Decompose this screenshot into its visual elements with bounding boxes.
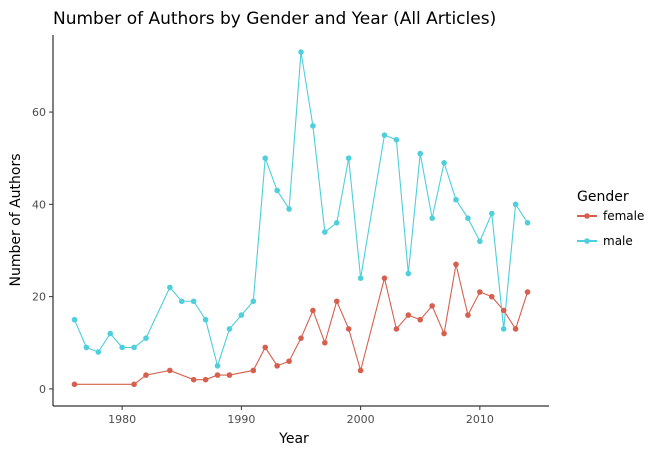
data-point-male (83, 344, 90, 351)
data-point-female (345, 326, 352, 332)
data-point-female (333, 298, 340, 305)
data-point-female (322, 339, 328, 346)
data-point-female (274, 363, 280, 369)
data-point-male (357, 275, 364, 281)
data-point-male (178, 298, 185, 305)
data-point-female (131, 381, 137, 388)
y-tick-label: 20 (32, 291, 46, 304)
data-point-female (524, 289, 531, 295)
data-point-male (286, 206, 292, 212)
data-point-male (524, 220, 531, 226)
data-point-female (250, 367, 257, 374)
y-axis-title: Number of Authors (8, 153, 24, 286)
legend-label: female (603, 209, 644, 223)
legend-items: female male (577, 209, 644, 248)
legend-item-male: male (577, 234, 633, 248)
data-point-female (226, 372, 233, 378)
data-point-male (500, 326, 507, 332)
data-point-male (95, 349, 102, 355)
data-point-male (119, 344, 125, 351)
data-point-male (477, 238, 483, 245)
data-point-male (333, 220, 340, 226)
x-axis-title: Year (278, 431, 309, 447)
data-point-male (71, 316, 78, 323)
x-tick-label: 2000 (347, 413, 375, 426)
series-layer (71, 49, 531, 388)
data-point-female (405, 312, 412, 318)
data-point-male (131, 344, 137, 351)
data-point-male (393, 136, 400, 143)
data-point-female (477, 289, 483, 295)
data-point-male (226, 326, 233, 332)
y-tick-label: 60 (32, 106, 46, 119)
data-point-female (298, 335, 304, 341)
data-point-female (262, 344, 269, 351)
data-point-female (417, 316, 424, 323)
data-point-female (488, 293, 495, 300)
series-line-female (74, 264, 529, 385)
data-point-female (190, 376, 197, 383)
data-point-male (310, 123, 316, 129)
y-tick-label: 0 (39, 383, 46, 396)
data-point-male (322, 229, 328, 235)
data-point-male (488, 210, 495, 217)
legend-title: Gender (577, 189, 629, 205)
data-point-female (167, 367, 173, 374)
data-point-female (357, 367, 364, 374)
chart-title: Number of Authors by Gender and Year (Al… (53, 9, 496, 29)
data-point-female (381, 275, 388, 281)
legend-key-point (584, 213, 590, 219)
plot-area: 1980 1990 2000 2010 0 20 40 60 (32, 35, 549, 426)
legend-label: male (603, 234, 633, 248)
x-tick-label: 1980 (108, 413, 136, 426)
data-point-female (465, 312, 471, 318)
data-point-male (190, 298, 197, 305)
data-point-male (250, 298, 257, 305)
y-axis-ticks: 0 20 40 60 (32, 106, 53, 396)
data-point-female (441, 330, 447, 337)
data-point-male (202, 316, 209, 323)
data-point-female (500, 307, 507, 314)
data-point-female (310, 307, 316, 314)
data-point-female (393, 326, 400, 332)
data-point-male (429, 215, 435, 221)
data-point-male (143, 335, 149, 341)
data-point-male (298, 49, 304, 55)
data-point-male (345, 155, 352, 162)
data-point-male (417, 150, 424, 157)
data-point-male (465, 215, 471, 221)
data-point-female (429, 303, 435, 309)
data-point-male (512, 201, 519, 208)
legend: Gender female male (577, 189, 644, 248)
data-point-male (381, 132, 388, 138)
data-point-male (167, 284, 173, 291)
legend-key-point (584, 238, 590, 244)
data-point-male (107, 330, 114, 337)
data-point-female (143, 372, 149, 378)
y-tick-label: 40 (32, 198, 46, 211)
data-point-male (441, 160, 447, 166)
legend-item-female: female (577, 209, 644, 223)
x-tick-label: 1990 (227, 413, 255, 426)
x-tick-label: 2010 (466, 413, 494, 426)
data-point-female (286, 358, 292, 365)
data-point-male (274, 187, 280, 194)
data-point-female (202, 376, 209, 383)
data-point-female (453, 261, 459, 268)
data-point-male (238, 312, 245, 318)
x-axis-ticks: 1980 1990 2000 2010 (108, 406, 494, 426)
data-point-male (262, 155, 269, 162)
series-line-male (73, 51, 529, 368)
data-point-female (214, 372, 221, 378)
data-point-female (71, 381, 78, 388)
data-point-male (453, 196, 459, 203)
data-point-male (214, 363, 221, 369)
data-point-female (512, 326, 519, 332)
data-point-male (405, 270, 412, 277)
